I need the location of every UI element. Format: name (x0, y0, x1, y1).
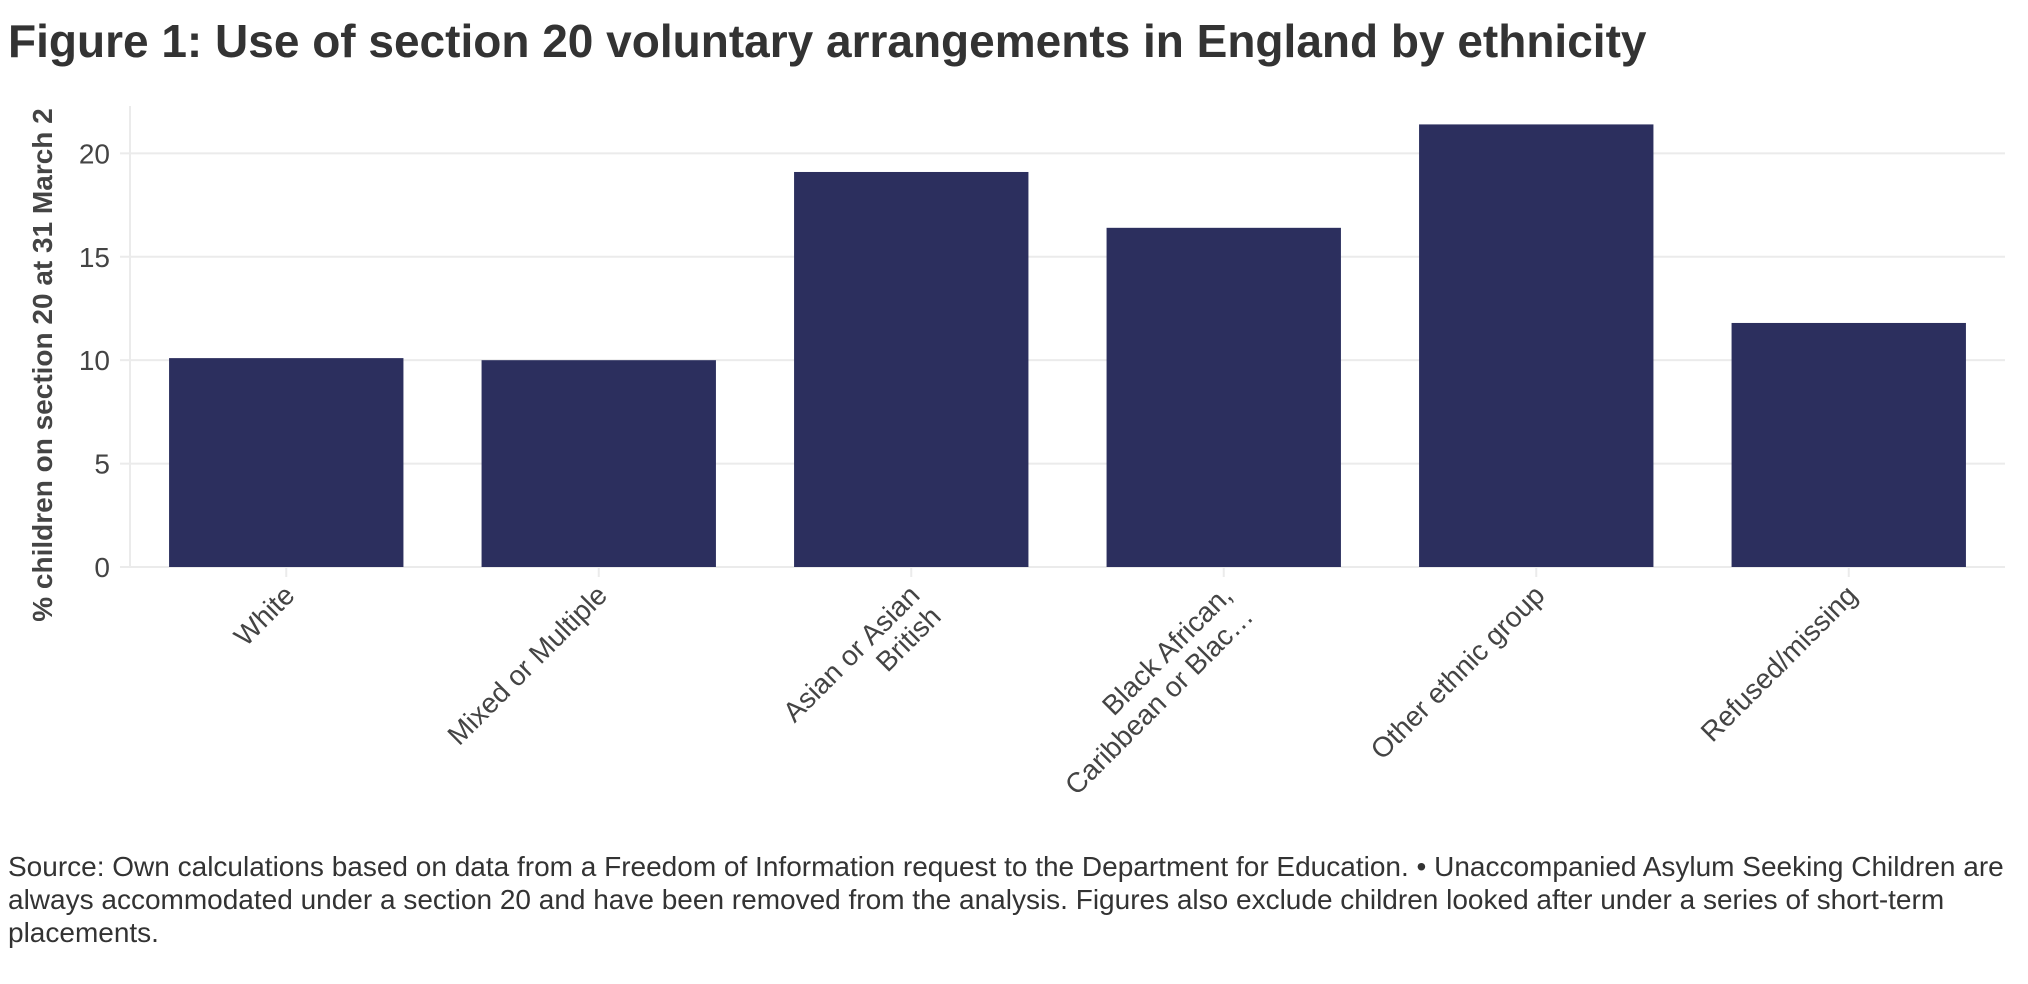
y-tick-label: 5 (94, 449, 110, 480)
x-tick-label: Asian or AsianBritish (777, 579, 947, 749)
y-tick-label: 20 (79, 138, 110, 169)
bar-chart: 0 5 10 15 20 White Mixed or Multiple Asian or … (27, 106, 2005, 801)
x-tick-label: Other ethnic group (1365, 579, 1551, 765)
chart-title: Figure 1: Use of section 20 voluntary ar… (8, 15, 1647, 67)
grid-lines (120, 152, 2005, 568)
bar (1731, 322, 1966, 567)
x-tick-label: Mixed or Multiple (441, 579, 613, 751)
x-tick-label-line: Caribbean or Blac… (1059, 601, 1259, 801)
x-tick-label: Refused/missing (1695, 579, 1863, 747)
y-axis: 0 5 10 15 20 (79, 106, 131, 583)
x-axis: White Mixed or Multiple Asian or AsianBrit… (228, 567, 1863, 801)
bar (169, 358, 404, 567)
y-tick-label: 0 (94, 552, 110, 583)
source-note: Source: Own calculations based on data f… (8, 851, 2004, 948)
y-axis-label: % children on section 20 at 31 March 2 (27, 108, 58, 622)
y-tick-label: 10 (79, 345, 110, 376)
x-tick-label: White (228, 579, 301, 652)
bar (481, 360, 716, 567)
x-tick-label-line: Other ethnic group (1365, 579, 1551, 765)
bar (794, 171, 1029, 567)
bar (1106, 227, 1341, 567)
bars (169, 124, 1966, 567)
x-tick-label-line: Mixed or Multiple (441, 579, 613, 751)
x-tick-label: Black African,Caribbean or Blac… (1038, 579, 1259, 800)
x-tick-label-line: Refused/missing (1695, 579, 1863, 747)
bar (1419, 124, 1654, 567)
x-tick-label-line: White (228, 579, 301, 652)
y-tick-label: 15 (79, 242, 110, 273)
